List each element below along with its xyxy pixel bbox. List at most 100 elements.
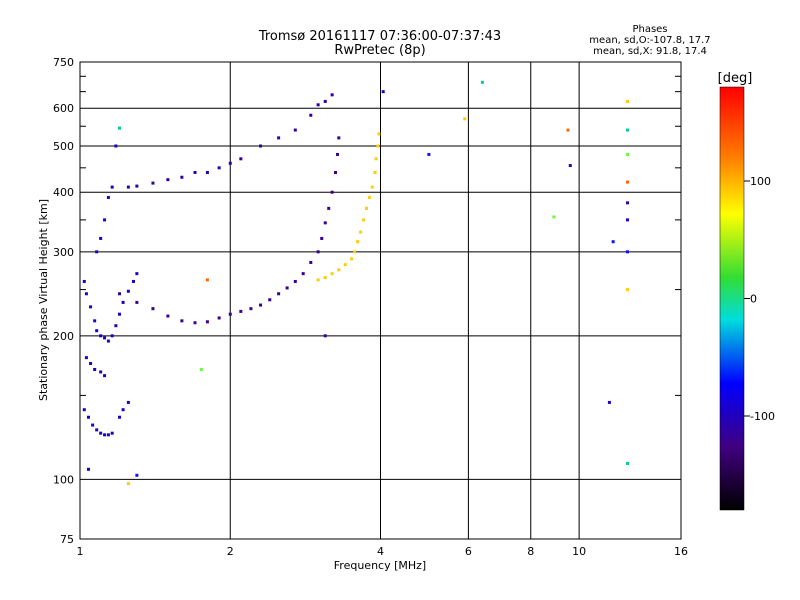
data-point — [95, 250, 99, 254]
x-tick-label: 2 — [227, 545, 234, 558]
x-tick-label: 10 — [572, 545, 586, 558]
data-point — [87, 415, 91, 419]
data-point — [362, 218, 366, 222]
data-point — [126, 185, 130, 189]
data-point — [135, 473, 139, 477]
data-point — [93, 367, 97, 371]
x-tick-label: 8 — [527, 545, 534, 558]
data-point — [114, 144, 118, 148]
data-point — [350, 257, 354, 261]
data-point — [259, 144, 263, 148]
data-point — [193, 170, 197, 174]
colorbar-gradient — [719, 86, 745, 511]
colorbar-tick-label: 0 — [750, 293, 757, 306]
phases-stats-o: mean, sd,O:-107.8, 17.7 — [589, 35, 710, 46]
data-point — [309, 113, 313, 117]
data-point — [151, 307, 155, 311]
data-point — [330, 190, 334, 194]
data-point — [427, 152, 431, 156]
data-point — [377, 132, 381, 136]
data-point — [625, 152, 629, 156]
data-point — [323, 334, 327, 338]
data-point — [121, 300, 125, 304]
data-point — [285, 286, 289, 290]
data-point — [121, 408, 125, 412]
data-point — [99, 370, 103, 374]
data-point — [180, 175, 184, 179]
data-point — [110, 431, 114, 435]
data-point — [277, 136, 281, 140]
data-point — [110, 334, 114, 338]
data-point — [82, 279, 86, 283]
data-point — [82, 408, 86, 412]
data-point — [118, 292, 122, 296]
data-point — [323, 276, 327, 280]
data-point — [568, 164, 572, 168]
data-point — [301, 272, 305, 276]
data-point — [259, 303, 263, 307]
data-point — [89, 361, 93, 365]
data-point — [106, 339, 110, 343]
data-point — [135, 272, 139, 276]
data-point — [353, 250, 357, 254]
data-point — [323, 221, 327, 225]
data-point — [625, 180, 629, 184]
colorbar-ticks: 100 0 -100 — [744, 175, 775, 423]
data-point — [356, 240, 360, 244]
plot-frame — [79, 61, 682, 540]
data-point — [370, 185, 374, 189]
colorbar-unit: [deg] — [718, 71, 753, 86]
data-point — [132, 279, 136, 283]
data-point — [374, 157, 378, 161]
data-point — [205, 170, 209, 174]
data-point — [625, 99, 629, 103]
data-point — [95, 329, 99, 333]
data-point — [91, 423, 95, 427]
y-tick-label: 200 — [53, 330, 74, 343]
data-point — [249, 307, 253, 311]
data-point — [316, 103, 320, 107]
y-tick-label: 600 — [53, 102, 74, 115]
data-point — [333, 170, 337, 174]
colorbar-tick-label: 100 — [750, 175, 771, 188]
data-point — [330, 93, 334, 97]
data-point — [463, 117, 467, 121]
data-point — [323, 99, 327, 103]
data-point — [330, 272, 334, 276]
data-point — [106, 433, 110, 437]
data-point — [566, 128, 570, 132]
data-point — [343, 263, 347, 267]
phases-stats-x: mean, sd,X: 91.8, 17.4 — [593, 46, 707, 57]
data-point — [87, 467, 91, 471]
x-tick-label: 4 — [377, 545, 384, 558]
data-point — [126, 482, 130, 486]
data-point — [103, 374, 107, 378]
data-point — [118, 415, 122, 419]
data-point — [151, 181, 155, 185]
data-point — [316, 250, 320, 254]
data-point — [381, 90, 385, 94]
x-tick-label: 16 — [674, 545, 688, 558]
y-tick-label: 75 — [60, 533, 74, 546]
x-tick-label: 6 — [465, 545, 472, 558]
data-point — [268, 298, 272, 302]
data-point — [625, 250, 629, 254]
y-tick-label: 100 — [53, 473, 74, 486]
colorbar-tick-label: -100 — [750, 410, 775, 423]
data-point — [239, 309, 243, 313]
data-point — [337, 268, 341, 272]
data-point — [118, 126, 122, 130]
data-point — [93, 319, 97, 323]
data-point — [607, 400, 611, 404]
data-point — [611, 240, 615, 244]
data-point — [126, 289, 130, 293]
y-axis-ticks: 75 100 200 300 400 500 600 750 — [53, 56, 681, 546]
data-point — [103, 336, 107, 340]
data-point — [327, 206, 331, 210]
phase-colorbar: [deg] 100 0 -100 — [718, 71, 775, 511]
data-point — [277, 292, 281, 296]
data-point — [84, 356, 88, 360]
x-axis-label: Frequency [MHz] — [334, 559, 426, 572]
phases-title: Phases — [632, 24, 667, 35]
